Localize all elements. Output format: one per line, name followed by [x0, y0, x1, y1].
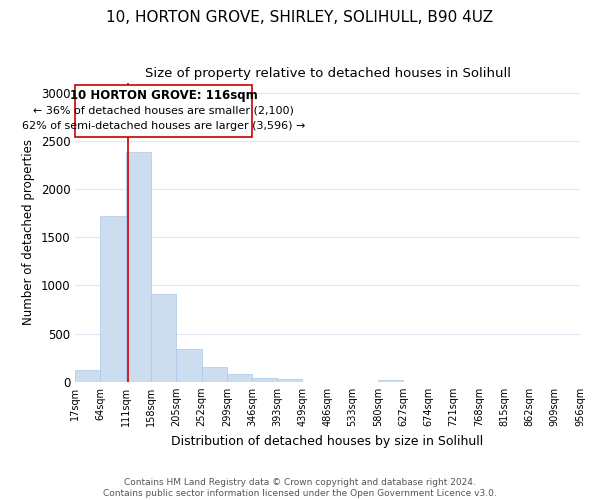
Text: 10 HORTON GROVE: 116sqm: 10 HORTON GROVE: 116sqm — [70, 89, 257, 102]
Bar — [75, 85, 252, 136]
Bar — [202, 367, 227, 382]
Text: ← 36% of detached houses are smaller (2,100): ← 36% of detached houses are smaller (2,… — [33, 106, 294, 116]
Bar — [75, 370, 100, 382]
Text: 10, HORTON GROVE, SHIRLEY, SOLIHULL, B90 4UZ: 10, HORTON GROVE, SHIRLEY, SOLIHULL, B90… — [106, 10, 494, 25]
Bar — [100, 216, 126, 382]
Bar — [252, 378, 277, 382]
Bar — [227, 374, 252, 382]
Bar — [126, 152, 151, 382]
Title: Size of property relative to detached houses in Solihull: Size of property relative to detached ho… — [145, 68, 511, 80]
Bar — [176, 348, 202, 382]
Bar — [277, 379, 302, 382]
Bar — [378, 380, 403, 382]
Bar — [151, 294, 176, 382]
Y-axis label: Number of detached properties: Number of detached properties — [22, 140, 35, 326]
X-axis label: Distribution of detached houses by size in Solihull: Distribution of detached houses by size … — [172, 434, 484, 448]
Text: Contains HM Land Registry data © Crown copyright and database right 2024.
Contai: Contains HM Land Registry data © Crown c… — [103, 478, 497, 498]
Text: 62% of semi-detached houses are larger (3,596) →: 62% of semi-detached houses are larger (… — [22, 121, 305, 131]
